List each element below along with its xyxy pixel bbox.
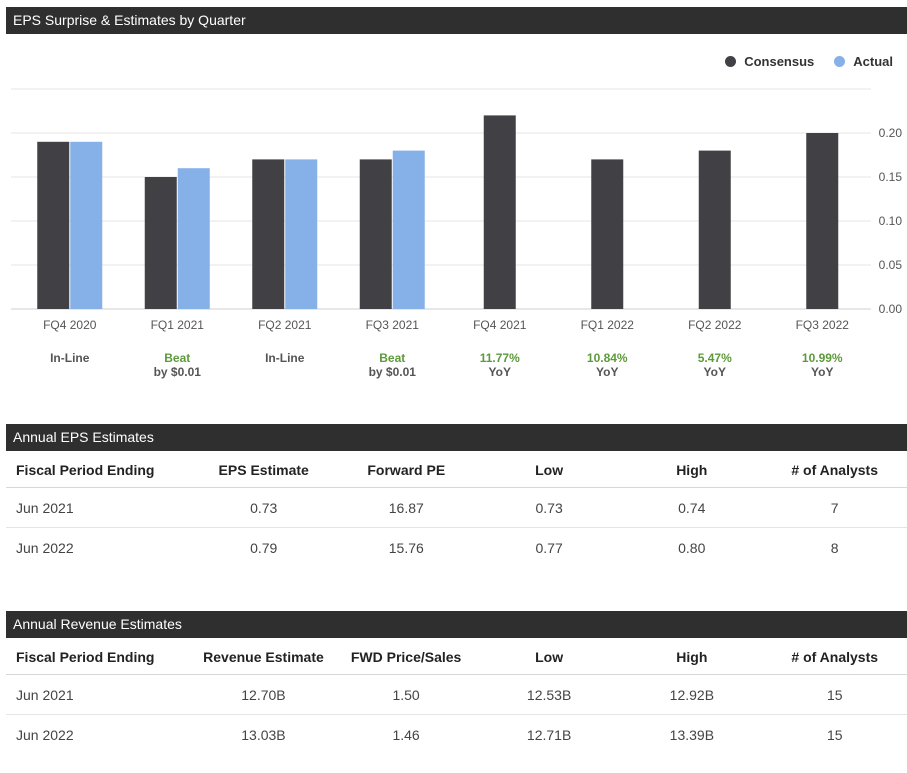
- table-cell: 0.73: [191, 487, 336, 528]
- surprise-label: 10.84%: [587, 351, 628, 365]
- bar-consensus: [359, 159, 392, 309]
- legend-item-actual[interactable]: Actual: [834, 54, 893, 69]
- eps-chart: 0.00 0.05 0.10 0.15 0.20 FQ4 2020 In-Line FQ1 2…: [11, 88, 903, 379]
- annual-revenue-title: Annual Revenue Estimates: [13, 616, 182, 632]
- column-header: Fiscal Period Ending: [6, 639, 192, 675]
- table-cell: Jun 2021: [6, 674, 192, 715]
- surprise-label: In-Line: [50, 351, 90, 365]
- column-header: High: [621, 452, 763, 488]
- bar-actual: [70, 141, 103, 309]
- bar-consensus: [144, 177, 177, 309]
- x-tick-label: FQ2 2022: [688, 318, 742, 332]
- table-cell: 0.79: [250, 539, 278, 556]
- column-header: # of Analysts: [762, 452, 907, 488]
- bar-actual: [392, 150, 425, 309]
- y-tick-label: 0.20: [879, 126, 903, 140]
- bar-consensus: [806, 133, 839, 309]
- surprise-label: 10.99%: [802, 351, 843, 365]
- table-row: Jun 2022 13.03B 1.46 12.71B 13.39B 15: [6, 715, 907, 755]
- column-header: Low: [477, 452, 622, 488]
- bar-consensus: [698, 150, 731, 309]
- bar-consensus: [591, 159, 624, 309]
- column-header: EPS Estimate: [191, 452, 336, 488]
- legend-label-consensus: Consensus: [744, 54, 815, 69]
- x-tick-label: FQ3 2022: [796, 318, 850, 332]
- table-cell: Jun 2021: [6, 487, 192, 528]
- legend-item-consensus[interactable]: Consensus: [725, 54, 814, 69]
- table-header-row: Fiscal Period Ending Revenue Estimate FW…: [6, 639, 907, 675]
- legend-dot-actual: [834, 56, 846, 67]
- annual-eps-header: Annual EPS Estimates: [6, 424, 907, 451]
- bar-consensus: [483, 115, 516, 310]
- legend-dot-consensus: [725, 56, 737, 67]
- table-cell: 12.92B: [621, 674, 763, 715]
- annual-revenue-header: Annual Revenue Estimates: [6, 611, 907, 638]
- table-cell: 15.76: [388, 539, 424, 556]
- table-cell: 12.53B: [477, 674, 622, 715]
- annual-eps-table: Fiscal Period Ending EPS Estimate Forwar…: [6, 452, 907, 567]
- x-tick-label: FQ1 2022: [581, 318, 635, 332]
- bar-consensus: [37, 141, 70, 309]
- chart-legend: Consensus Actual: [705, 54, 893, 69]
- table-row: Jun 2021 12.70B 1.50 12.53B 12.92B 15: [6, 674, 907, 715]
- column-header: Revenue Estimate: [191, 639, 336, 675]
- x-tick-label: FQ1 2021: [151, 318, 205, 332]
- column-header: Low: [477, 639, 622, 675]
- table-cell: 7: [762, 487, 907, 528]
- table-cell: 0.80: [678, 539, 706, 556]
- table-cell: 13.03B: [241, 726, 286, 743]
- x-tick-label: FQ4 2020: [43, 318, 97, 332]
- annual-revenue-table: Fiscal Period Ending Revenue Estimate FW…: [6, 639, 907, 754]
- table-cell: 13.39B: [669, 726, 715, 743]
- surprise-sublabel: YoY: [489, 365, 511, 379]
- column-header: Forward PE: [335, 452, 478, 488]
- table-cell: 1.50: [335, 674, 477, 715]
- surprise-sublabel: by $0.01: [369, 365, 417, 379]
- eps-section-header: EPS Surprise & Estimates by Quarter: [6, 7, 907, 34]
- surprise-label: 5.47%: [698, 351, 732, 365]
- table-cell: Jun 2022: [16, 539, 74, 556]
- surprise-label: In-Line: [265, 351, 305, 365]
- table-cell: 12.71B: [526, 726, 572, 743]
- table-cell: 0.77: [535, 539, 563, 556]
- surprise-label: 11.77%: [480, 351, 520, 365]
- table-cell: 8: [830, 539, 839, 556]
- bar-actual: [177, 168, 210, 309]
- bar-actual: [285, 159, 318, 309]
- table-cell: 0.73: [477, 487, 622, 528]
- surprise-sublabel: YoY: [704, 365, 726, 379]
- table-row: Jun 2021 0.73 16.87 0.73 0.74 7: [6, 487, 907, 528]
- table-cell: 15: [762, 674, 907, 715]
- table-header-row: Fiscal Period Ending EPS Estimate Forwar…: [6, 452, 907, 488]
- y-tick-label: 0.10: [879, 214, 903, 228]
- column-header: High: [621, 639, 763, 675]
- annual-eps-title: Annual EPS Estimates: [13, 429, 154, 445]
- column-header: Fiscal Period Ending: [6, 452, 192, 488]
- x-tick-label: FQ2 2021: [258, 318, 312, 332]
- table-cell: Jun 2022: [16, 726, 74, 743]
- table-cell: 12.70B: [191, 674, 336, 715]
- table-cell: 0.74: [621, 487, 763, 528]
- column-header: FWD Price/Sales: [335, 639, 477, 675]
- bar-consensus: [252, 159, 285, 309]
- table-cell: 1.46: [392, 726, 420, 743]
- table-row: Jun 2022 0.79 15.76 0.77 0.80 8: [6, 528, 907, 568]
- surprise-sublabel: YoY: [596, 365, 618, 379]
- surprise-label: Beat: [379, 351, 405, 365]
- x-tick-label: FQ4 2021: [473, 318, 527, 332]
- table-cell: 16.87: [335, 487, 478, 528]
- surprise-sublabel: by $0.01: [154, 365, 202, 379]
- surprise-label: Beat: [164, 351, 190, 365]
- table-cell: 15: [826, 726, 843, 743]
- surprise-sublabel: YoY: [811, 365, 833, 379]
- eps-section-title: EPS Surprise & Estimates by Quarter: [13, 12, 246, 28]
- y-tick-label: 0.05: [879, 258, 903, 272]
- column-header: # of Analysts: [762, 639, 907, 675]
- y-tick-label: 0.15: [879, 170, 903, 184]
- x-tick-label: FQ3 2021: [366, 318, 420, 332]
- legend-label-actual: Actual: [853, 54, 893, 69]
- y-tick-label: 0.00: [879, 302, 903, 316]
